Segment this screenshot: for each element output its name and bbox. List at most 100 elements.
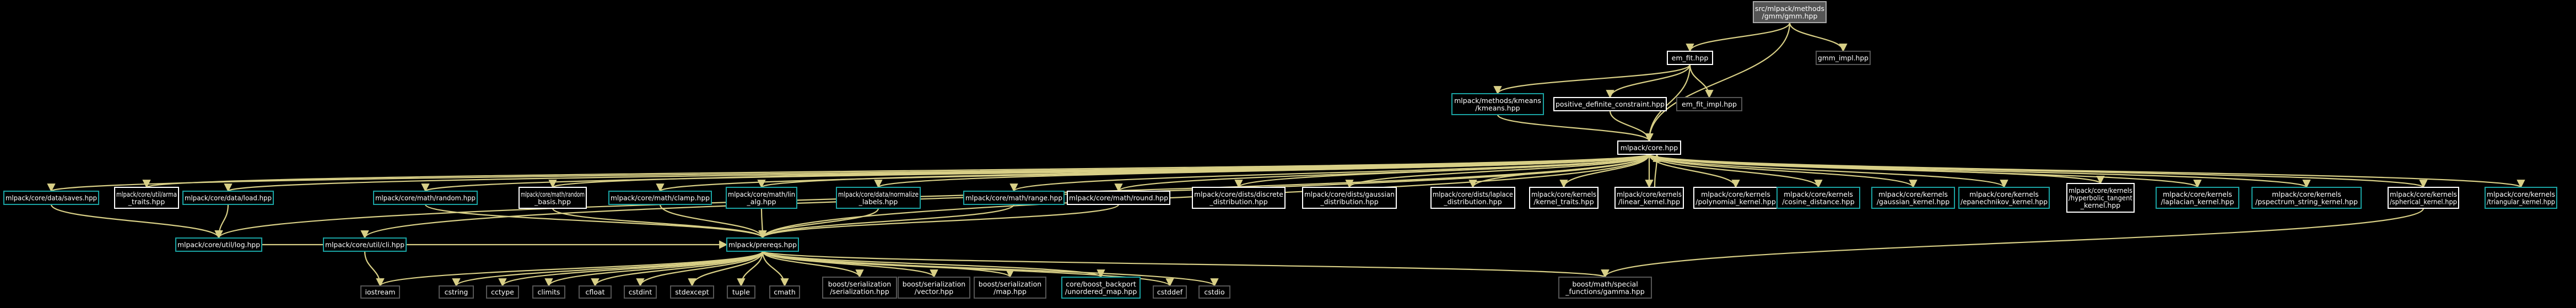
node-arma_traits[interactable]: mlpack/core/util/arma_traits.hpp (114, 187, 179, 209)
node-box (2251, 187, 2362, 209)
node-polynomial[interactable]: mlpack/core/kernels/polynomial_kernel.hp… (1693, 187, 1778, 209)
node-label: /hyperbolic_tangent (2069, 194, 2132, 202)
edge-random_basis-to-prereqs (552, 208, 767, 239)
node-em_fit[interactable]: em_fit.hpp (1667, 51, 1713, 65)
edge-prereqs-to-cmath (762, 251, 789, 287)
edges-layer (47, 22, 2525, 287)
node-label: tuple (732, 288, 750, 296)
node-cli[interactable]: mlpack/core/util/cli.hpp (323, 237, 407, 252)
edge-prereqs-to-gamma (762, 250, 1609, 278)
node-label: cctype (491, 288, 514, 296)
edge-core-to-gaussian_kernel (1648, 154, 1918, 188)
edge-core-to-spherical (1648, 153, 2428, 188)
node-cmath: cmath (769, 285, 800, 299)
node-label: gmm_impl.hpp (1818, 54, 1868, 62)
node-box (670, 285, 714, 299)
node-prereqs[interactable]: mlpack/prereqs.hpp (726, 237, 799, 252)
node-label: src/mlpack/methods (1755, 4, 1824, 13)
node-label: /laplacian_kernel.hpp (2161, 197, 2234, 206)
node-cstdint: cstdint (624, 285, 657, 299)
edge-prereqs-to-cstring (452, 251, 764, 287)
node-spherical[interactable]: mlpack/core/kernels/spherical_kernel.hpp (2388, 187, 2459, 209)
node-load[interactable]: mlpack/core/data/load.hpp (182, 191, 274, 205)
node-linear[interactable]: mlpack/core/kernels/linear_kernel.hpp (1614, 187, 1684, 209)
node-box (1451, 93, 1544, 115)
node-label: _distribution.hpp (1443, 197, 1502, 206)
node-label: /kernel_traits.hpp (1533, 197, 1594, 206)
node-saves[interactable]: mlpack/core/data/saves.hpp (3, 191, 99, 205)
node-box (624, 285, 657, 299)
node-label: /cosine_distance.hpp (1782, 197, 1854, 206)
node-box (439, 285, 474, 299)
node-label: mlpack/core/data/saves.hpp (6, 194, 97, 202)
node-log[interactable]: mlpack/core/util/log.hpp (175, 237, 262, 252)
node-label: em_fit_impl.hpp (1682, 100, 1737, 109)
node-iostream: iostream (360, 285, 400, 299)
node-box (1617, 141, 1681, 155)
node-box (836, 187, 921, 209)
node-root[interactable]: src/mlpack/methods/gmm/gmm.hpp (1753, 1, 1827, 23)
node-label: _basis.hpp (534, 197, 571, 206)
node-label: _functions/gamma.hpp (1565, 287, 1644, 295)
node-box (769, 285, 800, 299)
node-laplacian[interactable]: mlpack/core/kernels/laplacian_kernel.hpp (2156, 187, 2239, 209)
node-cctype: cctype (486, 285, 519, 299)
node-label: /vector.hpp (915, 287, 954, 295)
node-gaussian_kernel[interactable]: mlpack/core/kernels/gaussian_kernel.hpp (1871, 187, 1955, 209)
edge-prereqs-to-cctype (498, 251, 764, 287)
node-climits: climits (532, 285, 565, 299)
node-clamp[interactable]: mlpack/core/math/clamp.hpp (608, 191, 712, 205)
node-box (974, 277, 1046, 299)
node-label: cstdio (1204, 288, 1224, 296)
node-box (2066, 183, 2135, 213)
edge-root-to-gmm_impl (1789, 22, 1848, 52)
node-pspectrum[interactable]: mlpack/core/kernels/pspectrum_string_ker… (2251, 187, 2362, 209)
node-label: mlpack/core/kernels (1969, 190, 2039, 198)
edge-core-to-range (1009, 154, 1650, 192)
node-label: mlpack/core/math/round.hpp (1069, 194, 1168, 202)
node-box (1198, 285, 1230, 299)
node-label: /linear_kernel.hpp (1618, 197, 1680, 206)
node-box (182, 191, 274, 205)
node-label: em_fit.hpp (1672, 54, 1709, 62)
node-kmeans[interactable]: mlpack/methods/kmeans/kmeans.hpp (1451, 93, 1544, 115)
node-laplace[interactable]: mlpack/core/dists/laplace_distribution.h… (1430, 187, 1515, 209)
node-kernel_traits[interactable]: mlpack/core/kernels/kernel_traits.hpp (1529, 187, 1598, 209)
node-unordered[interactable]: core/boost_backport/unordered_map.hpp (1061, 277, 1141, 299)
node-label: mlpack/core/util/arma (116, 190, 177, 198)
node-lin_alg[interactable]: mlpack/core/math/lin_alg.hpp (726, 187, 797, 209)
node-random_basis[interactable]: mlpack/core/math/random_basis.hpp (519, 187, 587, 209)
node-box (323, 237, 407, 252)
edge-core-to-triangular (1648, 153, 2525, 188)
node-label: mlpack/core/math/lin (728, 190, 795, 198)
node-label: mlpack/core/kernels (1617, 190, 1682, 198)
node-box (2388, 187, 2459, 209)
node-random[interactable]: mlpack/core/math/random.hpp (373, 191, 478, 205)
node-triangular[interactable]: mlpack/core/kernels/triangular_kernel.hp… (2485, 187, 2557, 209)
node-epanechnikov[interactable]: mlpack/core/kernels/epanechnikov_kernel.… (1958, 187, 2050, 209)
node-cfloat: cfloat (579, 285, 612, 299)
node-pdc[interactable]: positive_definite_constraint.hpp (1553, 97, 1667, 111)
node-box (822, 277, 897, 299)
edge-prereqs-to-climits (544, 251, 764, 287)
node-box (3, 191, 99, 205)
node-cosine[interactable]: mlpack/core/kernels/cosine_distance.hpp (1776, 187, 1860, 209)
node-core[interactable]: mlpack/core.hpp (1617, 141, 1681, 155)
node-box (532, 285, 565, 299)
edge-pdc-to-core (1609, 110, 1654, 142)
node-label: _distribution.hpp (1209, 197, 1267, 206)
edge-em_fit-to-core (1645, 64, 1691, 142)
node-label: mlpack/core/util/log.hpp (177, 241, 260, 249)
node-discrete[interactable]: mlpack/core/dists/discrete_distribution.… (1192, 187, 1286, 209)
node-hyperbolic[interactable]: mlpack/core/kernels/hyperbolic_tangent_k… (2066, 183, 2135, 213)
node-label: climits (538, 288, 560, 296)
node-label: _labels.hpp (858, 197, 898, 206)
node-label: mlpack/core/dists/discrete (1194, 190, 1283, 198)
node-round[interactable]: mlpack/core/math/round.hpp (1067, 191, 1170, 205)
node-label: mlpack/core/kernels (2163, 190, 2232, 198)
node-normalize[interactable]: mlpack/core/data/normalize_labels.hpp (836, 187, 921, 209)
node-label: positive_definite_constraint.hpp (1556, 100, 1665, 109)
node-gaussian_dist[interactable]: mlpack/core/dists/gaussian_distribution.… (1302, 187, 1397, 209)
node-range[interactable]: mlpack/core/math/range.hpp (963, 191, 1065, 205)
